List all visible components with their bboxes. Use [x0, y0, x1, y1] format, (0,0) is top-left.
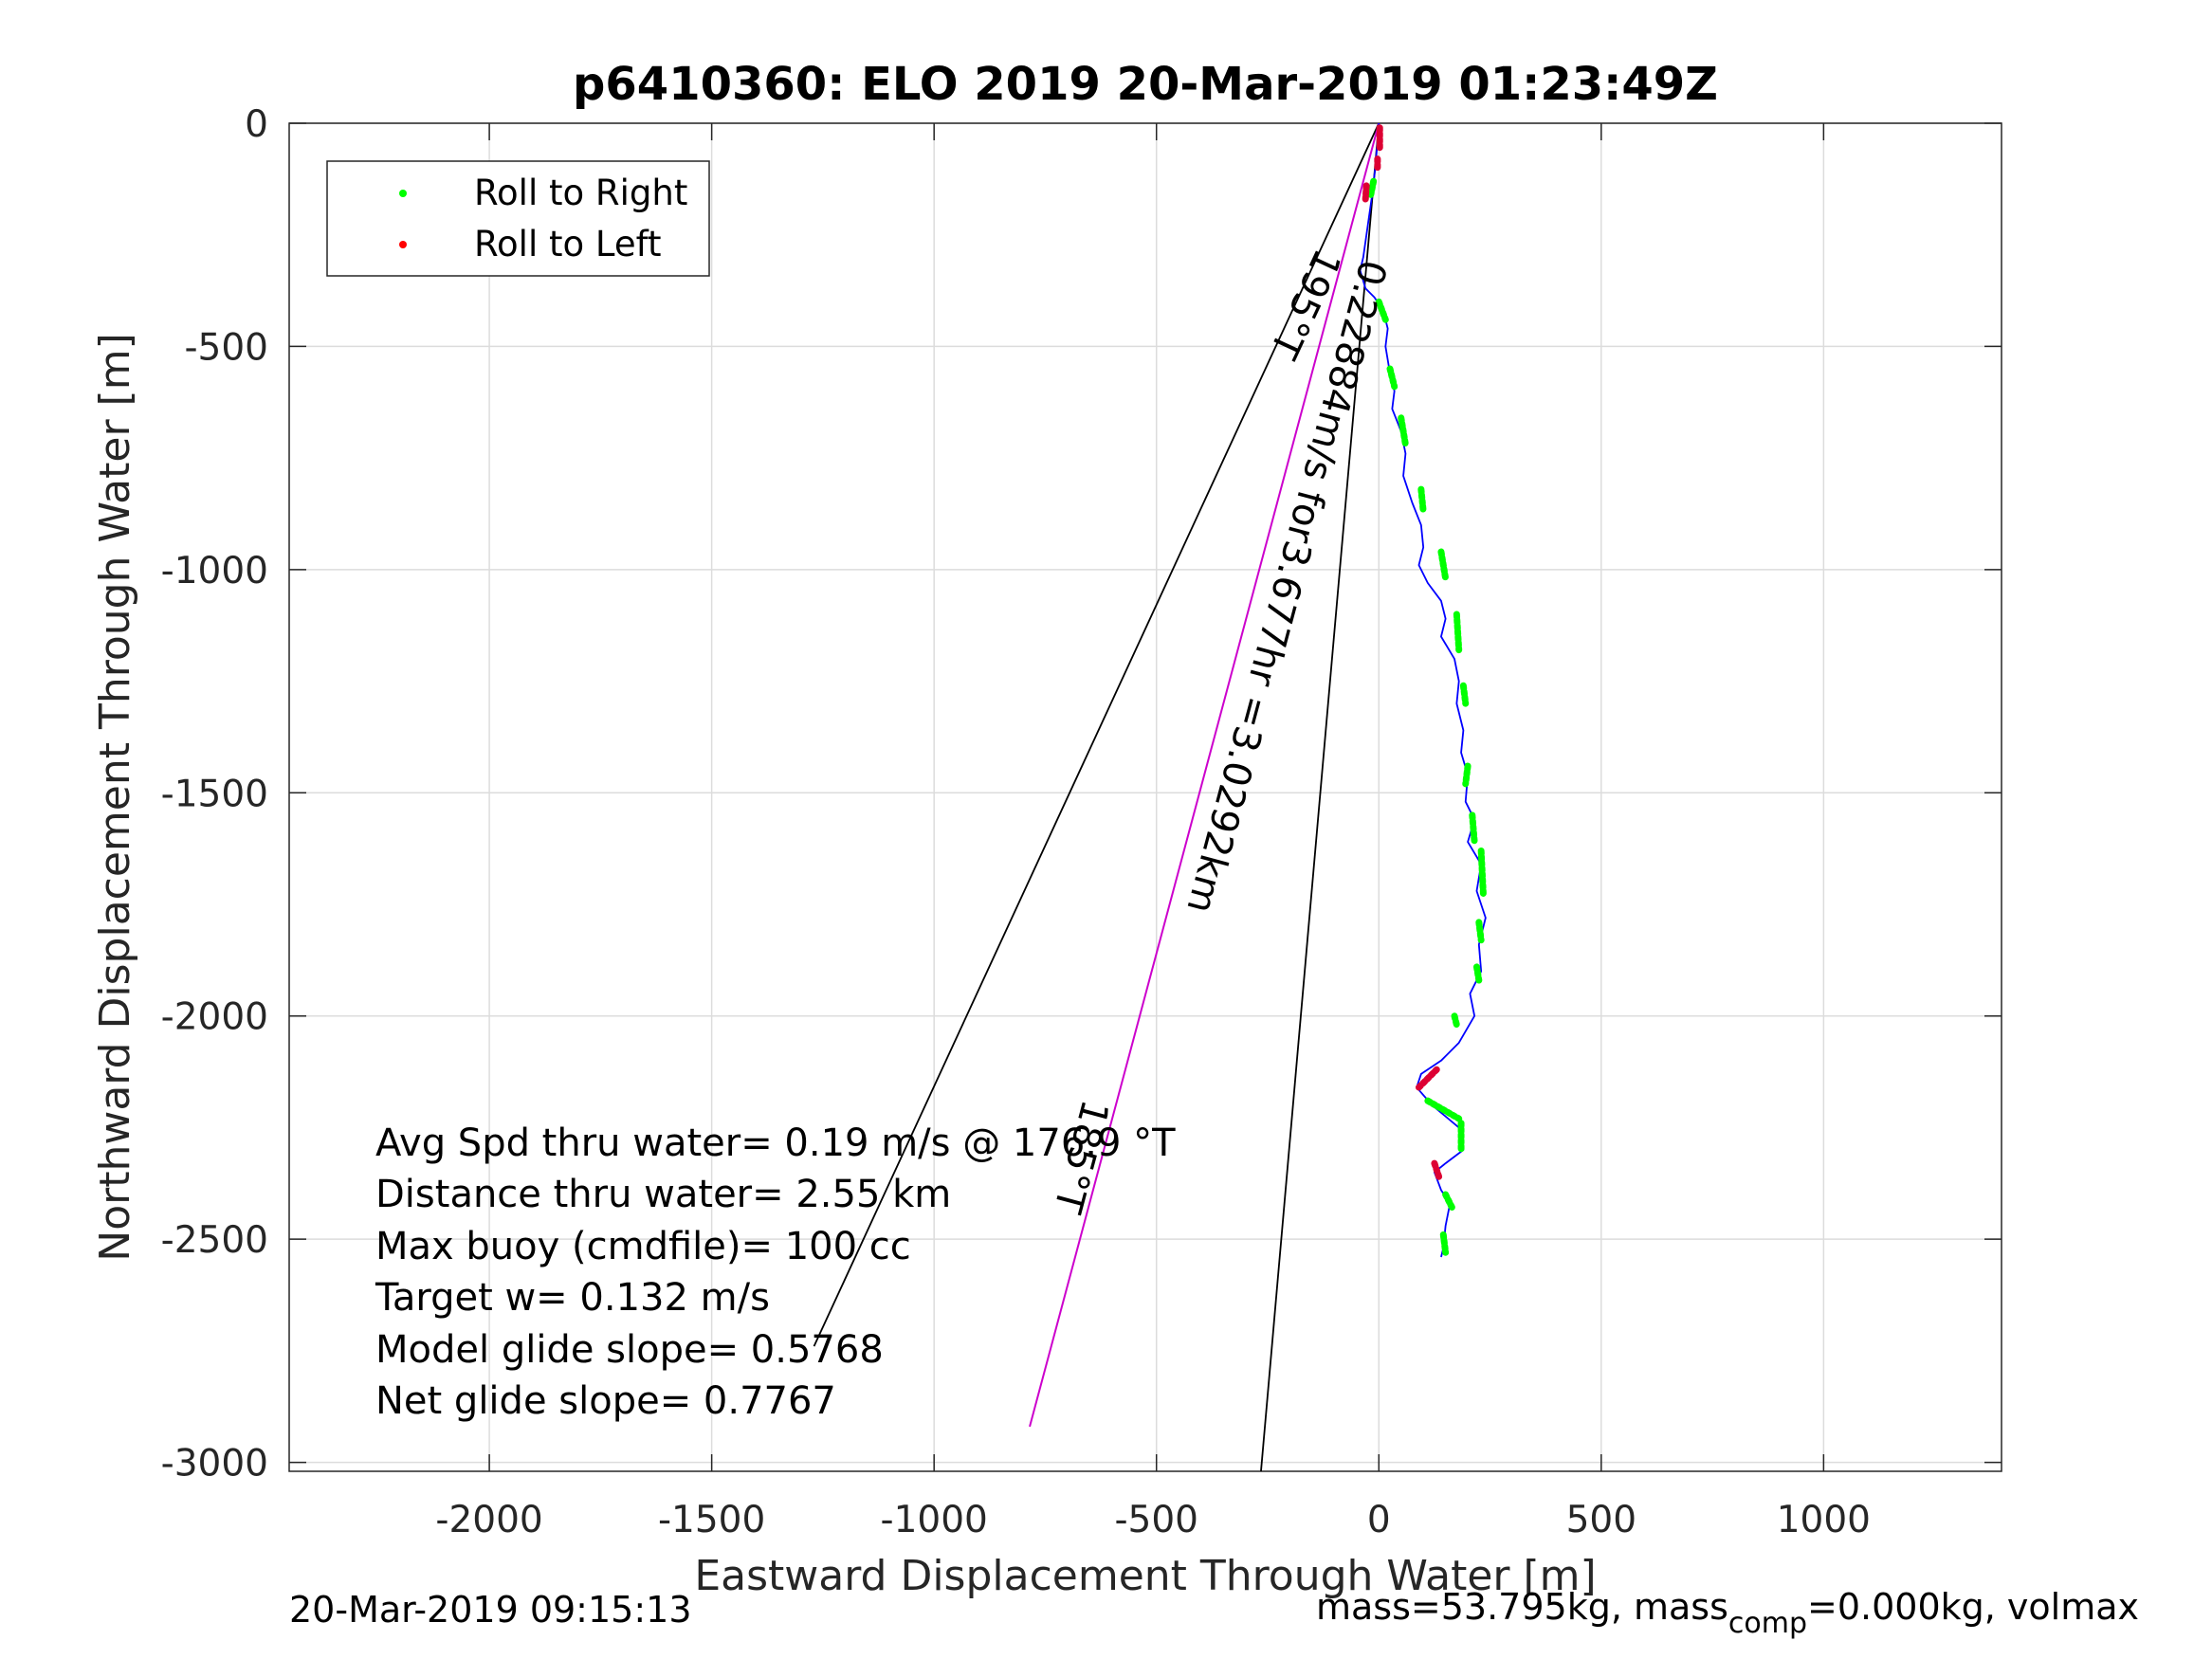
- legend: Roll to Right Roll to Left: [326, 160, 710, 277]
- legend-marker-roll-left: [399, 241, 407, 248]
- roll-right-segment: [1437, 548, 1450, 582]
- roll-right-segment: [1475, 919, 1485, 944]
- x-tick-label: 0: [1367, 1499, 1391, 1541]
- y-tick-label: -2000: [161, 996, 268, 1039]
- plot-frame: [288, 122, 2002, 1472]
- roll-right-segment: [1459, 682, 1470, 707]
- footer-timestamp: 20-Mar-2019 09:15:13: [289, 1589, 692, 1631]
- current-line: [1029, 122, 1380, 1428]
- tick-labels: -2000 -1500 -1000 -500 0 500 1000 0 -500 -1000 -15…: [161, 103, 1871, 1541]
- x-tick-label: -1000: [881, 1499, 988, 1541]
- roll-right-segment: [1417, 485, 1427, 516]
- roll-right-segment: [1375, 298, 1389, 323]
- annotation-net-glide: Net glide slope= 0.7767: [375, 1379, 836, 1423]
- footer-mass: mass=53.795kg, masscomp=0.000kg, volmax: [1316, 1586, 2139, 1640]
- roll-right-segment: [1453, 611, 1463, 654]
- legend-label-roll-left: Roll to Left: [474, 224, 662, 264]
- roll-right-segment: [1439, 1231, 1450, 1256]
- roll-left-segment: [1362, 182, 1370, 203]
- x-tick-label: -2000: [435, 1499, 542, 1541]
- annotation-max-buoy: Max buoy (cmdfile)= 100 cc: [375, 1225, 911, 1268]
- footer-mass-subscript: comp: [1728, 1607, 1807, 1640]
- annotation-model-glide: Model glide slope= 0.5768: [375, 1328, 884, 1372]
- x-tick-label: 500: [1566, 1499, 1636, 1541]
- roll-left-segment: [1431, 1159, 1443, 1180]
- annotation-avg-speed: Avg Spd thru water= 0.19 m/s @ 176.9 °T: [375, 1121, 1176, 1165]
- roll-left-segment: [1415, 1066, 1440, 1091]
- roll-right-segment: [1469, 811, 1478, 846]
- x-tick-label: -1500: [658, 1499, 765, 1541]
- legend-label-roll-right: Roll to Right: [474, 173, 687, 213]
- legend-marker-roll-right: [399, 190, 407, 197]
- roll-right-segment: [1424, 1097, 1463, 1122]
- x-axis-title: Eastward Displacement Through Water [m]: [694, 1552, 1596, 1600]
- roll-right-segment: [1398, 414, 1409, 448]
- legend-box: [326, 160, 710, 277]
- roll-right-segment: [1472, 963, 1483, 984]
- roll-right-segment: [1367, 177, 1378, 198]
- roll-right-segment: [1462, 762, 1472, 788]
- y-axis-title: Northward Displacement Through Water [m]: [91, 333, 139, 1261]
- roll-right-segment: [1451, 1012, 1460, 1029]
- y-tick-label: 0: [245, 103, 268, 146]
- x-tick-label: -500: [1114, 1499, 1198, 1541]
- x-tick-label: 1000: [1777, 1499, 1871, 1541]
- annotation-block: Avg Spd thru water= 0.19 m/s @ 176.9 °T …: [375, 1121, 1176, 1423]
- y-tick-label: -500: [184, 326, 268, 369]
- y-tick-label: -1000: [161, 550, 268, 592]
- course-line-195: [813, 122, 1380, 1347]
- lines: [813, 122, 1380, 1472]
- y-tick-label: -1500: [161, 773, 268, 815]
- y-tick-label: -2500: [161, 1219, 268, 1262]
- roll-right-segment: [1442, 1191, 1456, 1212]
- footer-mass-suffix: =0.000kg, volmax: [1807, 1586, 2139, 1628]
- annotation-distance: Distance thru water= 2.55 km: [375, 1173, 951, 1216]
- roll-right-segment: [1386, 365, 1398, 391]
- track: [1359, 122, 1488, 1258]
- chart-title: p6410360: ELO 2019 20-Mar-2019 01:23:49Z: [573, 58, 1718, 111]
- course-line-185: [1260, 122, 1380, 1472]
- y-tick-label: -3000: [161, 1443, 268, 1486]
- annotation-target-w: Target w= 0.132 m/s: [375, 1276, 770, 1320]
- ticks: [289, 122, 2002, 1471]
- roll-right-segment: [1477, 848, 1488, 900]
- footer-mass-prefix: mass=53.795kg, mass: [1316, 1586, 1728, 1628]
